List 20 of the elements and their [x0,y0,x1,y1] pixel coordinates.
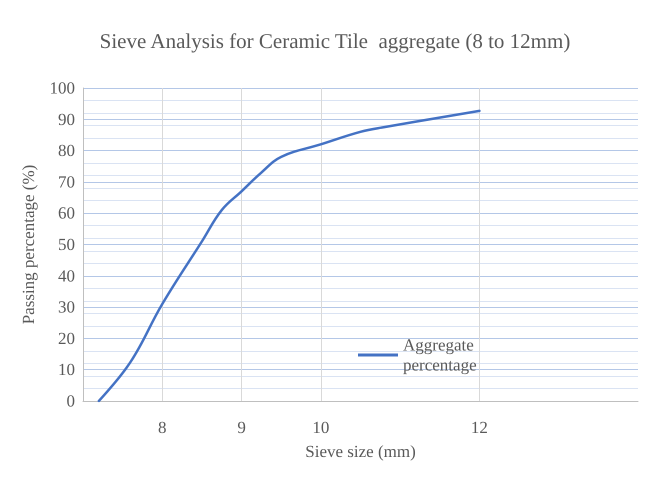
y-tick-label: 10 [58,360,75,380]
y-axis-title: Passing percentage (%) [19,164,38,324]
y-tick-label: 80 [58,141,75,160]
line-series [98,110,481,402]
legend-label: Aggregate percentage [403,336,477,374]
y-tick-label: 0 [66,392,75,410]
x-axis-title: Sieve size (mm) [305,442,416,461]
x-tick-label: 9 [237,418,246,437]
x-tick-label: 10 [312,418,330,437]
y-tick-label: 30 [58,298,75,317]
chart-title: Sieve Analysis for Ceramic Tile aggregate (8 to 12mm) [100,29,570,53]
y-tick-label: 90 [58,110,75,129]
x-tick-label: 12 [470,418,488,437]
y-tick-label: 70 [58,172,75,192]
y-tick-label: 60 [58,204,75,223]
y-tick-label: 20 [58,328,75,348]
x-tick-label: 8 [158,418,167,437]
y-tick-label: 50 [58,235,75,254]
y-tick-label: 100 [50,78,75,98]
y-tick-label: 40 [58,266,75,286]
